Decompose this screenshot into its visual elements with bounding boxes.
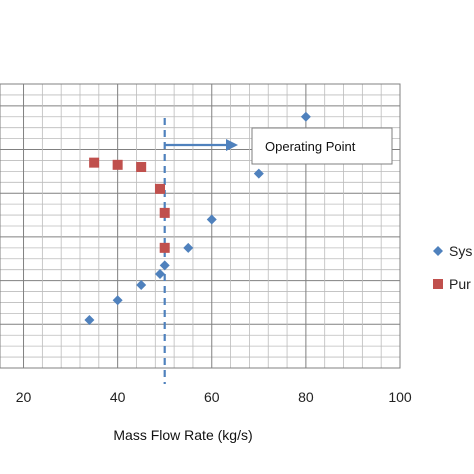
x-tick-label: 80 — [298, 389, 314, 405]
x-tick-label: 40 — [110, 389, 126, 405]
legend-label: Pur — [449, 276, 471, 292]
data-point-sys — [112, 295, 123, 306]
data-marks — [84, 111, 311, 384]
legend: Sys Pur — [433, 243, 472, 292]
data-point-sys — [253, 168, 264, 179]
x-tick-label: 100 — [388, 389, 412, 405]
data-point-pur — [159, 242, 170, 253]
legend-marker-pur — [433, 279, 443, 289]
annotation-label: Operating Point — [265, 139, 356, 154]
x-axis: 20 40 60 80 100 — [16, 389, 412, 405]
data-point-pur — [136, 162, 147, 173]
annotation-arrowhead — [226, 139, 238, 151]
annotation: Operating Point — [164, 127, 393, 165]
data-point-sys — [159, 260, 170, 271]
data-point-sys — [136, 279, 147, 290]
data-point-sys — [183, 242, 194, 253]
data-point-pur — [112, 159, 123, 170]
data-point-pur — [159, 207, 170, 218]
data-point-sys — [206, 214, 217, 225]
data-point-pur — [89, 157, 100, 168]
data-point-sys — [300, 111, 311, 122]
plot-area-border — [0, 83, 401, 369]
x-axis-title: Mass Flow Rate (kg/s) — [113, 427, 252, 443]
data-point-sys — [84, 314, 95, 325]
legend-label: Sys — [449, 243, 472, 259]
plot-grid — [0, 83, 401, 369]
annotation-box — [251, 127, 393, 165]
x-tick-label: 20 — [16, 389, 32, 405]
legend-marker-sys — [433, 246, 443, 256]
data-point-sys — [155, 269, 165, 280]
x-tick-label: 60 — [204, 389, 220, 405]
data-point-pur — [155, 183, 165, 194]
